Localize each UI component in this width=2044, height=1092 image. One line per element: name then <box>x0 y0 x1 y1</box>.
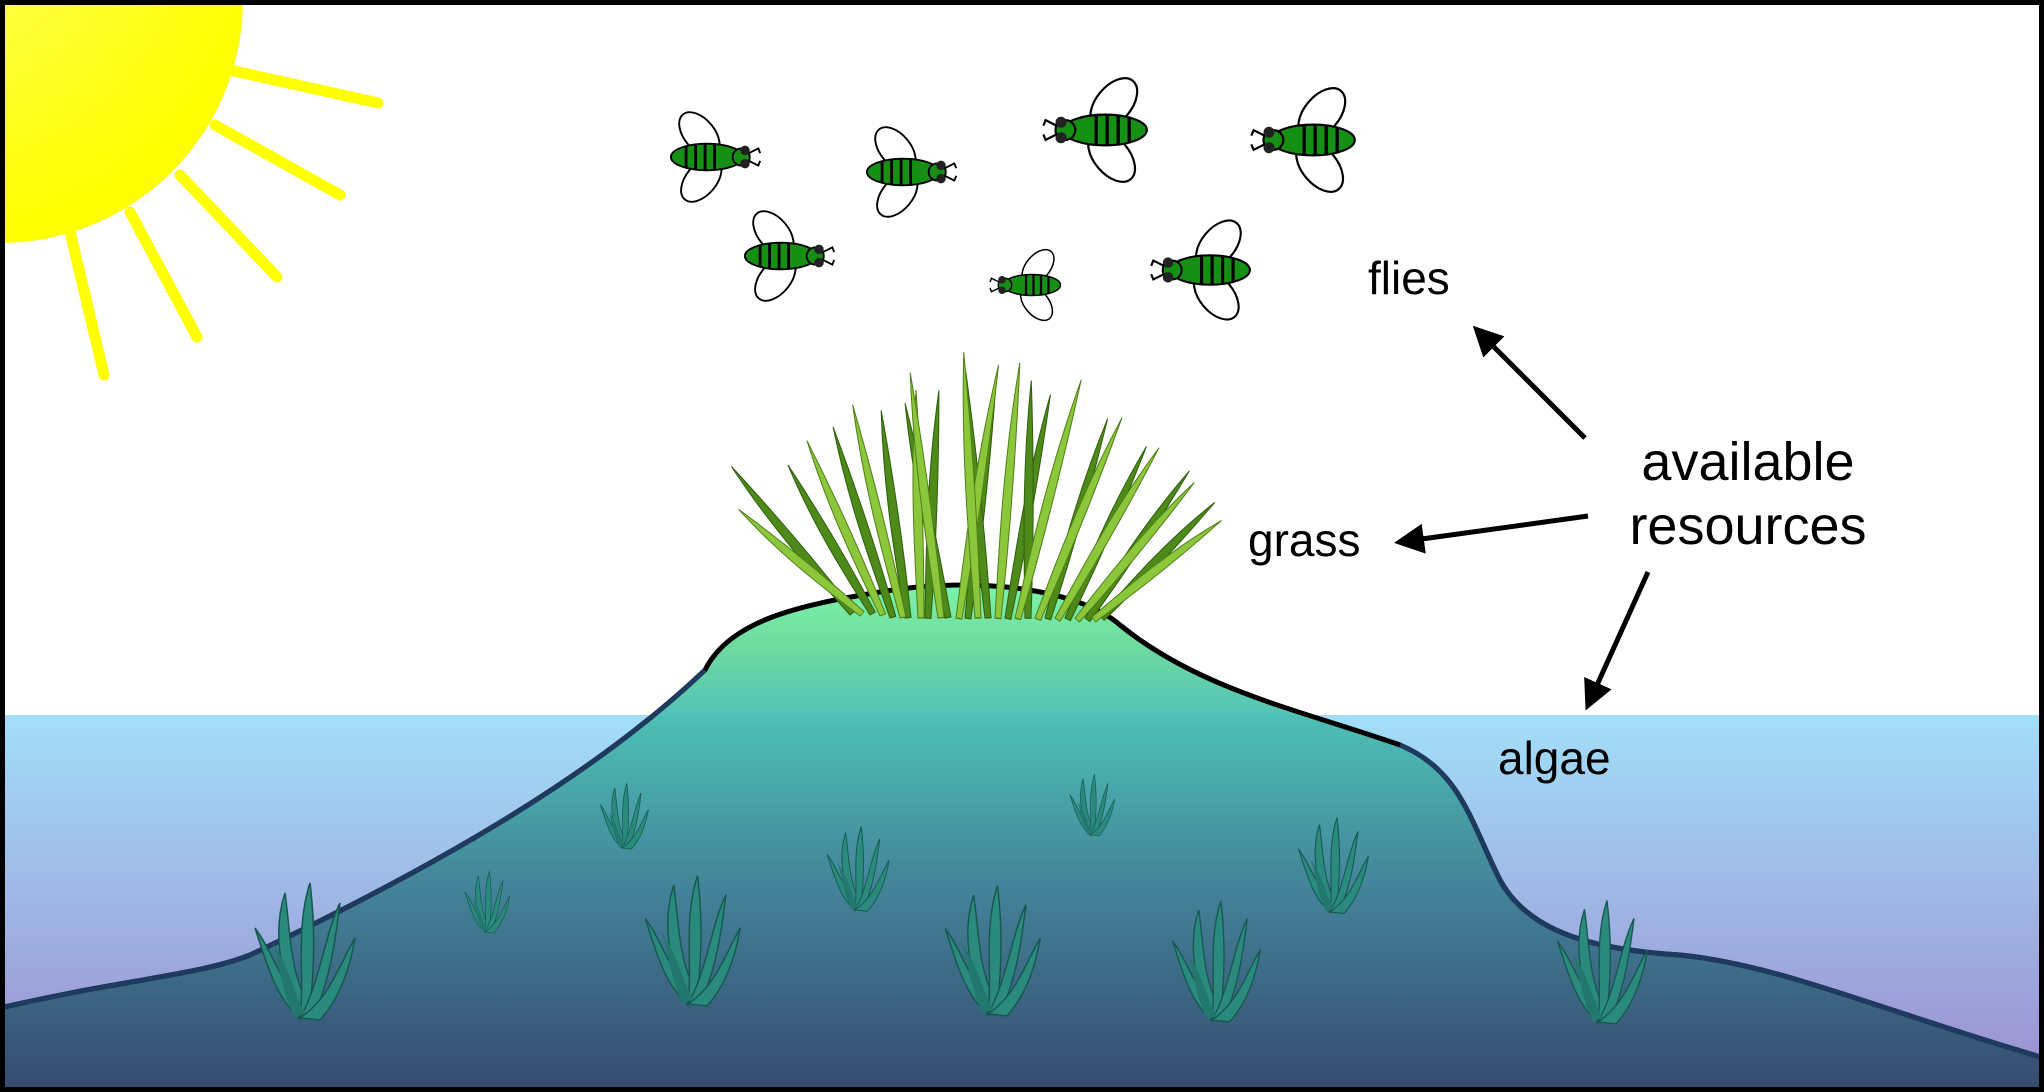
sun-icon <box>0 0 384 381</box>
label-algae: algae <box>1498 732 1611 784</box>
label-available: available <box>1641 432 1854 492</box>
arrow-to-algae <box>1584 570 1651 711</box>
label-flies: flies <box>1368 252 1450 304</box>
arrow-to-grass <box>1394 513 1589 554</box>
arrows <box>1394 325 1651 711</box>
arrow-to-flies <box>1472 325 1587 440</box>
label-resources: resources <box>1629 496 1866 556</box>
label-grass: grass <box>1248 514 1360 566</box>
